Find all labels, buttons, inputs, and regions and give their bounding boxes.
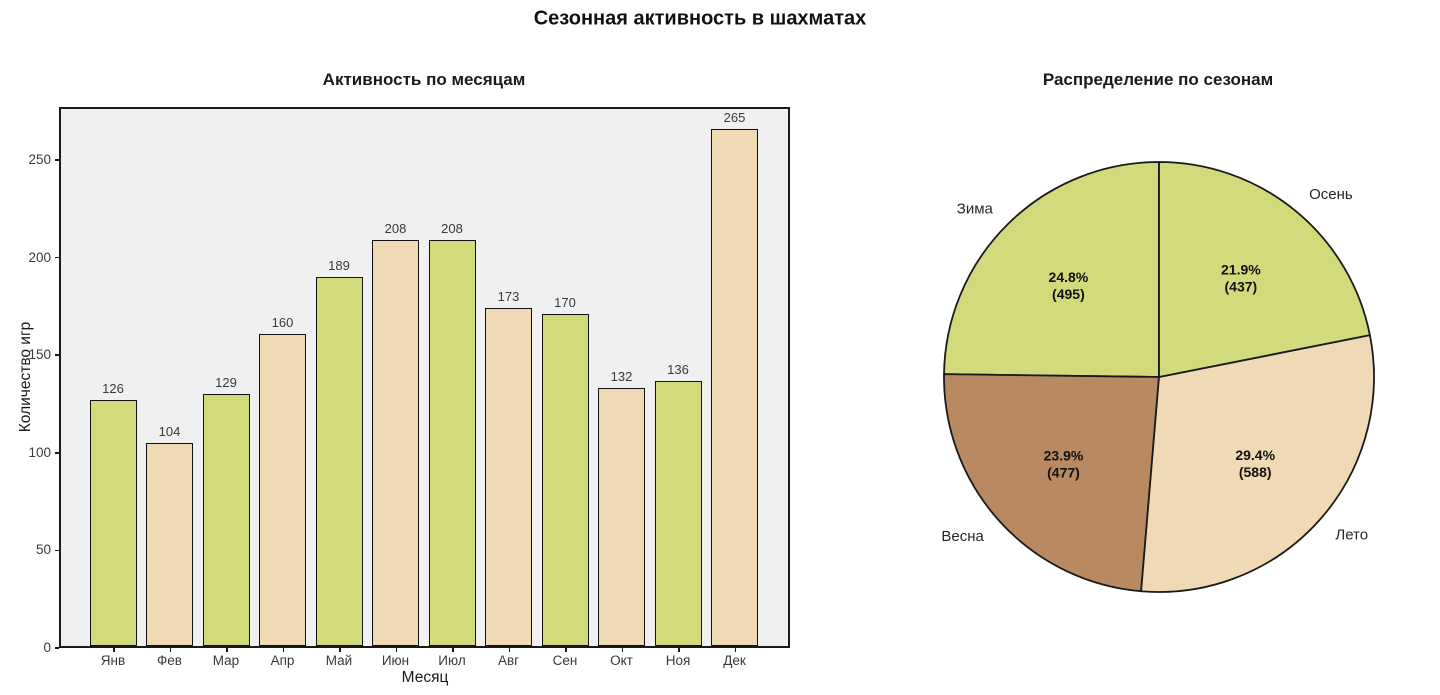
pie-label-Весна: Весна [941,528,984,545]
y-tick-mark [55,354,59,356]
y-tick-mark [55,549,59,552]
x-tick-mark [395,648,397,652]
x-tick-mark [678,648,680,652]
x-tick-label: Апр [270,653,295,668]
bar-value-label: 208 [441,221,463,236]
pie-chart: 24.8% (495) Зима 23.9% (477) Весна 29.4% (588) Л… [941,161,1375,593]
bar-Фев [146,443,193,646]
x-tick-mark [734,648,736,652]
pie-label-Осень: Осень [1309,186,1353,203]
x-tick-label: Янв [100,653,126,668]
pie-slice-Весна [943,373,1160,593]
pie-pct-label: 24.8% (495) [1049,269,1089,302]
x-tick-label: Мар [212,653,240,668]
x-tick-label: Фев [157,653,182,668]
pie-pct-label: 21.9% (437) [1221,261,1261,294]
x-tick-label: Июн [381,653,410,668]
bar-chart-plot-area: 126 104 129 160 189 208 208 173 170 132 136 265 [59,107,790,648]
bar-value-label: 160 [271,315,294,330]
bar-Июл [428,240,476,646]
y-axis-label: Количество игр [17,321,34,433]
x-tick-mark [565,648,567,652]
pie-chart-title: Распределение по сезонам [1042,70,1274,89]
y-tick-label: 250 [28,152,51,167]
x-tick-label: Дек [723,653,746,668]
y-tick-mark [55,159,59,161]
bar-Июн [372,240,419,646]
x-axis-label: Месяц [401,669,449,686]
x-tick-label: Авг [497,653,520,668]
x-tick-mark [621,648,623,652]
pie-pct-label: 29.4% (588) [1235,447,1275,480]
bar-value-label: 129 [215,375,237,390]
x-tick-mark [226,648,228,652]
x-tick-mark [508,648,510,652]
pie-slice-Осень [1158,161,1371,378]
bar-Авг [485,308,532,646]
bar-value-label: 173 [497,289,520,304]
pie-pct-label: 23.9% (477) [1044,448,1084,481]
bar-value-label: 265 [723,110,746,125]
pie-label-Зима: Зима [957,201,994,218]
bar-Окт [598,388,645,646]
bar-Сен [541,314,589,646]
x-tick-label: Окт [610,653,633,668]
bar-value-label: 132 [610,369,633,384]
figure-title: Сезонная активность в шахматах [533,7,867,30]
y-tick-mark [55,452,59,454]
pie-slice-Зима [943,161,1160,378]
x-tick-mark [339,648,341,652]
x-tick-label: Ноя [665,653,691,668]
y-tick-label: 0 [43,640,51,655]
y-tick-mark [55,647,59,649]
bar-Апр [259,334,306,646]
pie-label-Лето: Лето [1335,527,1368,544]
y-tick-label: 100 [28,444,51,460]
bar-value-label: 208 [384,221,407,236]
x-tick-mark [113,648,115,652]
bar-value-label: 189 [328,258,350,273]
x-tick-mark [169,648,171,652]
x-tick-mark [282,648,284,652]
x-tick-label: Июл [438,653,466,668]
y-tick-label: 200 [28,249,51,265]
bar-value-label: 104 [158,424,181,439]
bar-chart-title: Активность по месяцам [322,70,526,89]
y-tick-label: 50 [35,542,51,558]
x-tick-label: Сен [552,653,578,668]
bar-Янв [89,400,137,646]
bar-value-label: 136 [667,362,689,377]
y-tick-mark [55,256,59,259]
pie-slice-Лето [1140,334,1375,593]
bar-Мар [202,394,250,646]
x-tick-mark [452,648,454,652]
bar-Ноя [654,381,702,646]
y-tick-label: 150 [28,347,51,363]
bar-value-label: 170 [554,295,576,310]
bar-Дек [711,129,758,646]
bar-Май [315,277,363,646]
bar-value-label: 126 [102,381,124,396]
x-tick-label: Май [325,653,353,668]
